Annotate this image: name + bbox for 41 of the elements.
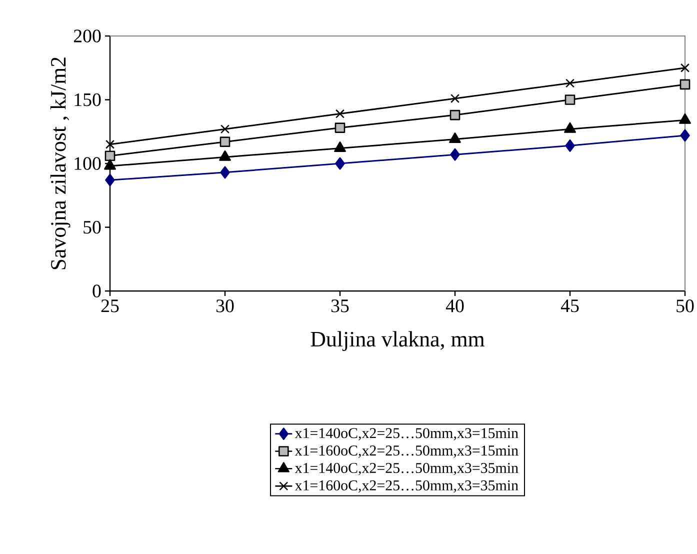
point (450, 110, 460, 120)
point (219, 150, 231, 161)
x-axis-title: Duljina vlakna, mm (310, 331, 485, 352)
x-tick-label: 35 (331, 300, 349, 312)
y-tick-label: 50 (84, 220, 101, 234)
point (564, 94, 576, 105)
point (680, 79, 690, 90)
point (334, 122, 346, 133)
point (565, 78, 575, 88)
point (680, 63, 690, 72)
point (104, 150, 116, 161)
point (564, 122, 576, 133)
x-tick-label: 50 (676, 300, 694, 312)
y-tick-label: 0 (92, 284, 101, 298)
point (335, 157, 345, 170)
x-tick-label: 45 (560, 300, 579, 312)
legend-label: x1=140oC,x2=25…50mm,x3=35min (294, 462, 518, 476)
x-tick-label: 40 (446, 300, 464, 312)
point (220, 136, 230, 147)
y-tick-label: 200 (74, 30, 101, 42)
point (335, 109, 345, 118)
legend-label: x1=140oC,x2=25…50mm,x3=15min (294, 428, 518, 440)
point (450, 94, 460, 104)
y-tick-label: 150 (74, 93, 101, 106)
point (450, 148, 460, 161)
point (220, 124, 230, 134)
legend-label: x1=160oC,x2=25…50mm,x3=15min (294, 446, 518, 458)
point (449, 132, 461, 144)
point (105, 140, 115, 149)
point (105, 174, 115, 186)
x-tick-label: 30 (216, 300, 234, 312)
point (679, 113, 691, 124)
x-tick-label: 25 (101, 300, 119, 312)
point (680, 129, 690, 142)
point (104, 159, 116, 170)
y-tick-label: 100 (74, 157, 101, 170)
point (220, 166, 230, 179)
point (565, 139, 575, 152)
legend-label: x1=160oC,x2=25…50mm,x3=35min (294, 480, 518, 493)
point (334, 141, 346, 152)
y-axis-title: Savojna zilavost , kJ/m2 (50, 58, 70, 270)
